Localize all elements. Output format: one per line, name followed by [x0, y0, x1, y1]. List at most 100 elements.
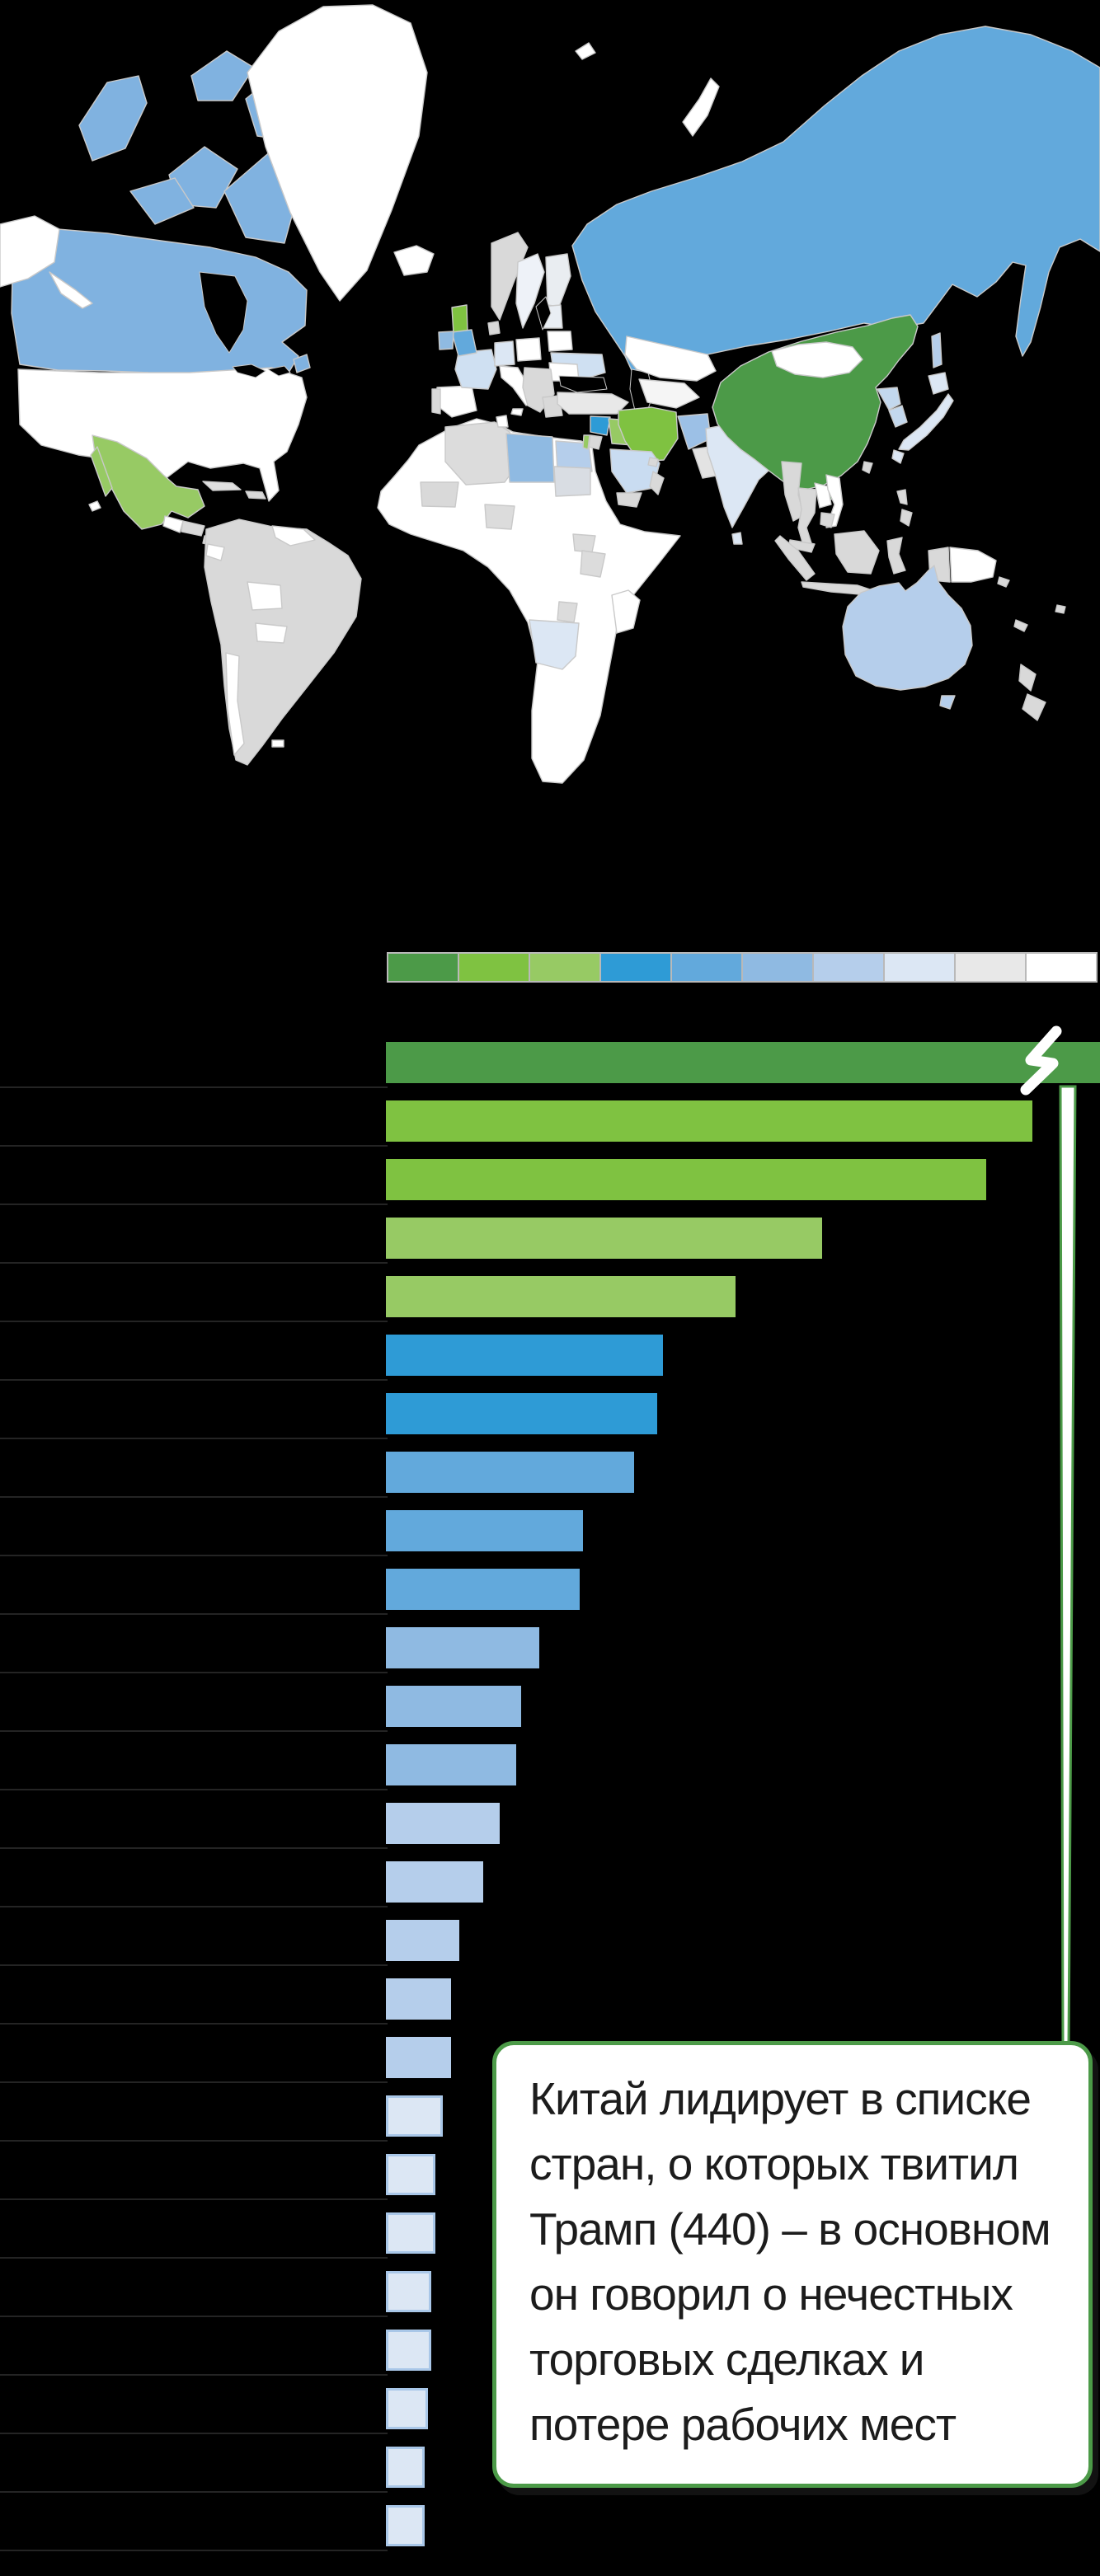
country-indonesia	[774, 535, 816, 581]
bar-chart	[0, 1030, 1100, 2551]
country-germany	[494, 340, 515, 367]
world-choropleth-map	[0, 4, 1100, 784]
bar-3	[386, 1159, 986, 1200]
bar-row-14	[0, 1790, 1100, 1849]
country-spain	[436, 385, 477, 418]
legend-swatch-7	[812, 952, 885, 983]
country-honduras	[181, 520, 205, 537]
country-denmark	[487, 321, 501, 335]
color-scale-legend	[387, 952, 1098, 983]
country-japan	[928, 372, 949, 395]
legend-swatch-2	[458, 952, 530, 983]
row-gridline	[0, 2198, 388, 2200]
country-sicily	[510, 408, 524, 416]
row-gridline	[0, 2316, 388, 2317]
bar-row-12	[0, 1673, 1100, 1732]
bar-14	[386, 1803, 500, 1844]
legend-swatch-4	[599, 952, 672, 983]
country-mongolia	[771, 341, 863, 378]
country-kazakhstan	[624, 335, 717, 382]
bar-16	[386, 1920, 459, 1961]
country-morocco-west-africa	[377, 418, 681, 784]
row-gridline	[0, 1321, 388, 1322]
bar-13	[386, 1744, 516, 1785]
row-gridline	[0, 2374, 388, 2376]
annotation-callout: Китай лидирует в списке стран, о которых…	[492, 2041, 1093, 2488]
bar-row-26	[0, 2493, 1100, 2551]
bar-25	[386, 2447, 425, 2488]
country-norway	[491, 232, 529, 321]
legend-swatch-6	[741, 952, 814, 983]
water-body	[558, 375, 608, 393]
country-iran	[618, 406, 679, 462]
bar-11	[386, 1627, 539, 1668]
legend-swatch-5	[670, 952, 743, 983]
country-laos	[814, 482, 832, 509]
legend-swatch-8	[883, 952, 956, 983]
bar-20	[386, 2154, 435, 2195]
bar-row-24	[0, 2376, 1100, 2434]
row-gridline	[0, 1847, 388, 1849]
row-gridline	[0, 2433, 388, 2434]
bar-row-18	[0, 2025, 1100, 2083]
bar-18	[386, 2037, 451, 2078]
row-gridline	[0, 1672, 388, 1673]
country-arctic-archipelago	[190, 50, 255, 101]
bar-9	[386, 1510, 583, 1551]
row-gridline	[0, 1730, 388, 1732]
country-cuba	[202, 481, 242, 491]
bar-row-1	[0, 1030, 1100, 1088]
country-sri-lanka	[731, 532, 743, 545]
row-gridline	[0, 1964, 388, 1966]
row-gridline	[0, 2140, 388, 2142]
bar-row-17	[0, 1966, 1100, 2025]
country-ireland	[438, 331, 454, 350]
row-gridline	[0, 1789, 388, 1790]
bar-row-20	[0, 2142, 1100, 2200]
bar-21	[386, 2212, 435, 2254]
country-sweden	[515, 253, 545, 329]
bar-10	[386, 1569, 580, 1610]
row-gridline	[0, 2550, 388, 2551]
row-gridline	[0, 1262, 388, 1264]
bar-row-7	[0, 1381, 1100, 1439]
row-gridline	[0, 1906, 388, 1907]
country-tunisia	[496, 415, 509, 428]
bar-row-19	[0, 2083, 1100, 2142]
row-gridline	[0, 1555, 388, 1556]
country-philippines	[900, 509, 913, 527]
country-mexico	[90, 446, 113, 497]
legend-swatch-9	[954, 952, 1027, 983]
country-novaya-zemlya	[682, 77, 720, 137]
bar-8	[386, 1452, 634, 1493]
country-tasmania	[939, 695, 956, 710]
bar-17	[386, 1978, 451, 2020]
country-arctic-archipelago	[129, 177, 195, 225]
country-south-sudan	[572, 533, 596, 553]
bar-row-11	[0, 1615, 1100, 1673]
bar-row-13	[0, 1732, 1100, 1790]
country-pacific-islands	[997, 576, 1010, 588]
country-hawaii	[88, 500, 101, 512]
bar-24	[386, 2388, 428, 2429]
bar-row-5	[0, 1264, 1100, 1322]
country-mexico	[92, 434, 205, 530]
bar-12	[386, 1686, 521, 1727]
bar-7	[386, 1393, 657, 1434]
legend-swatch-10	[1025, 952, 1098, 983]
bar-23	[386, 2330, 431, 2371]
country-indonesia	[886, 537, 906, 575]
country-new-zealand	[1018, 664, 1037, 692]
bar-row-4	[0, 1205, 1100, 1264]
country-pacific-islands	[1013, 619, 1028, 632]
country-cambodia	[820, 512, 835, 528]
country-sakhalin	[931, 332, 943, 368]
country-yemen	[616, 492, 642, 508]
country-iceland	[393, 245, 435, 276]
country-png-east	[949, 547, 997, 583]
country-greenland	[247, 4, 428, 302]
country-gulf-states	[647, 457, 659, 467]
row-gridline	[0, 1145, 388, 1147]
country-russia	[571, 26, 1100, 378]
